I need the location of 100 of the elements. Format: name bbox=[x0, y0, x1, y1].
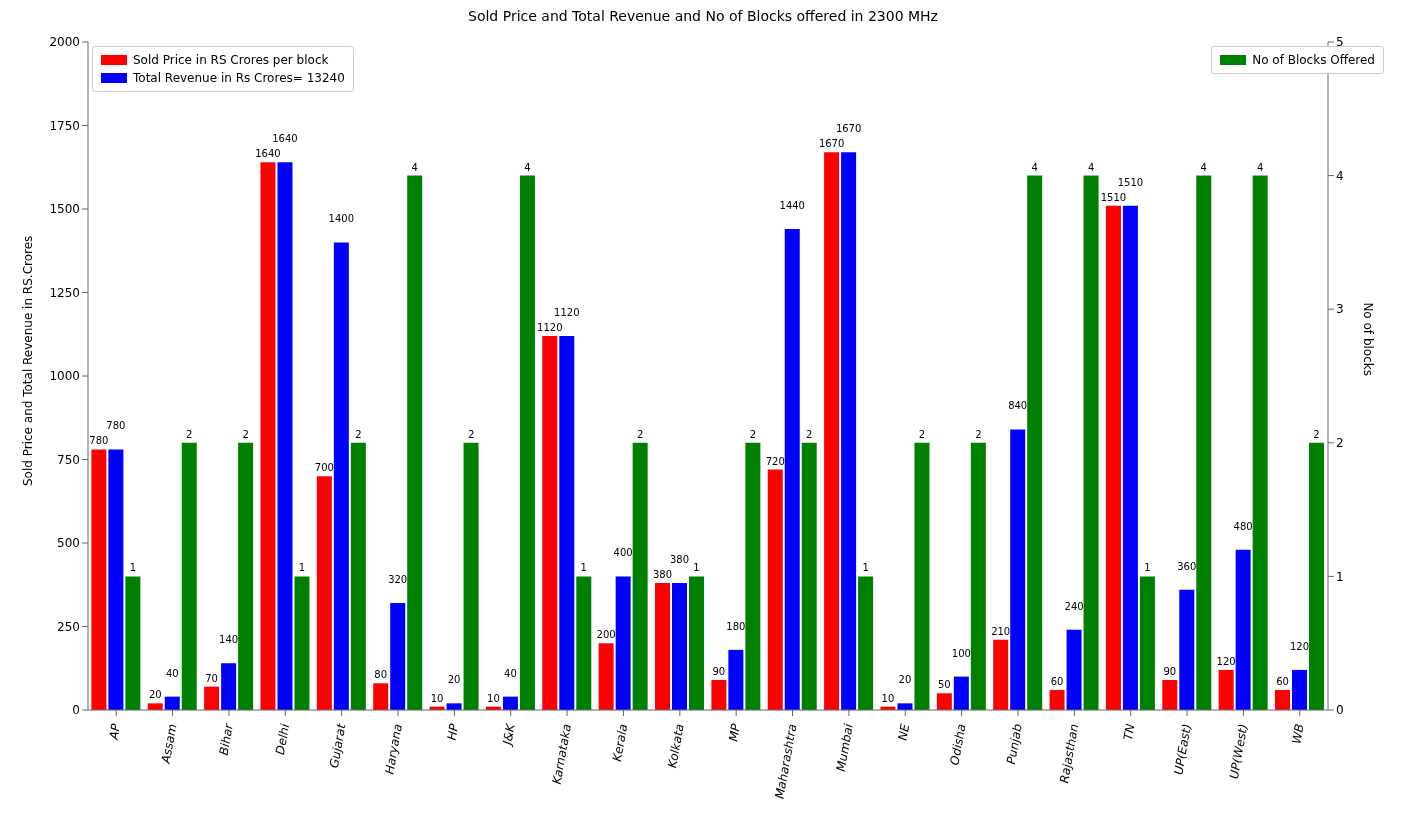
data-label: 20 bbox=[447, 674, 461, 686]
data-label: 1670 bbox=[835, 123, 862, 135]
y2-tick-label: 5 bbox=[1336, 35, 1344, 50]
data-label: 10 bbox=[487, 692, 500, 704]
data-label: 480 bbox=[1233, 520, 1253, 532]
y2-axis-title: No of blocks bbox=[1360, 302, 1375, 376]
data-label: 1640 bbox=[255, 148, 281, 160]
data-label: 60 bbox=[1276, 675, 1289, 687]
data-label: 780 bbox=[106, 420, 126, 432]
x-tick-label: Bihar bbox=[216, 721, 236, 757]
data-label: 80 bbox=[374, 669, 388, 681]
x-tick-label: Assam bbox=[158, 722, 180, 766]
data-label: 100 bbox=[951, 647, 971, 659]
data-label: 4 bbox=[1200, 161, 1207, 173]
bar bbox=[260, 162, 276, 710]
x-tick-label: Karnataka bbox=[549, 722, 574, 786]
bar bbox=[181, 442, 197, 710]
bar bbox=[970, 442, 986, 710]
bar bbox=[598, 643, 614, 710]
bar bbox=[1083, 175, 1099, 710]
data-label: 1120 bbox=[554, 306, 580, 318]
data-label: 120 bbox=[1289, 640, 1310, 652]
x-tick-label: UP(East) bbox=[1171, 722, 1194, 776]
bar bbox=[1218, 669, 1234, 710]
x-tick-label: Gujarat bbox=[327, 721, 349, 770]
bar bbox=[147, 703, 163, 710]
bar bbox=[1196, 175, 1212, 710]
legend-label: Sold Price in RS Crores per block bbox=[133, 52, 329, 69]
bar bbox=[316, 476, 332, 710]
bar bbox=[390, 603, 406, 710]
data-label: 380 bbox=[669, 554, 690, 566]
data-label: 1510 bbox=[1117, 176, 1144, 188]
bar bbox=[841, 152, 857, 710]
bar bbox=[463, 442, 479, 710]
x-tick-label: UP(West) bbox=[1226, 722, 1251, 780]
x-tick-label: Punjab bbox=[1004, 722, 1025, 766]
data-label: 120 bbox=[1216, 655, 1236, 667]
bar bbox=[446, 703, 462, 710]
data-label: 1510 bbox=[1100, 191, 1127, 203]
bar bbox=[745, 442, 761, 710]
bar bbox=[914, 442, 930, 710]
x-tick-label: Delhi bbox=[273, 722, 293, 756]
y2-tick-label: 2 bbox=[1336, 436, 1344, 451]
bar bbox=[502, 696, 518, 710]
x-tick-label: Haryana bbox=[382, 722, 405, 776]
bar bbox=[238, 442, 254, 710]
data-label: 40 bbox=[504, 667, 517, 679]
data-label: 2 bbox=[975, 428, 982, 440]
data-label: 240 bbox=[1064, 600, 1084, 612]
data-label: 840 bbox=[1008, 400, 1028, 412]
data-label: 1 bbox=[693, 562, 700, 574]
data-label: 200 bbox=[596, 629, 616, 641]
x-tick-label: HP bbox=[444, 722, 462, 742]
bar bbox=[204, 686, 220, 710]
bar bbox=[897, 703, 913, 710]
data-label: 70 bbox=[205, 672, 218, 684]
y-tick-label: 500 bbox=[57, 536, 80, 551]
x-tick-label: Kolkata bbox=[665, 722, 687, 770]
data-label: 90 bbox=[1163, 665, 1177, 677]
bar bbox=[728, 649, 744, 710]
bar bbox=[373, 683, 389, 710]
data-label: 20 bbox=[148, 689, 162, 701]
data-label: 210 bbox=[991, 625, 1011, 637]
data-label: 1120 bbox=[537, 321, 563, 333]
data-label: 4 bbox=[1031, 161, 1038, 173]
bar bbox=[824, 152, 840, 710]
bar bbox=[294, 576, 310, 710]
x-tick-label: Mumbai bbox=[833, 722, 856, 773]
data-label: 10 bbox=[430, 692, 444, 704]
data-label: 2 bbox=[355, 428, 362, 440]
data-label: 720 bbox=[765, 455, 785, 467]
data-label: 10 bbox=[881, 692, 895, 704]
legend-label: No of Blocks Offered bbox=[1252, 52, 1375, 69]
bar bbox=[277, 162, 293, 710]
bar bbox=[936, 693, 952, 710]
bar bbox=[858, 576, 874, 710]
y2-tick-label: 3 bbox=[1336, 302, 1344, 317]
data-label: 1 bbox=[1144, 562, 1151, 574]
bar bbox=[1122, 205, 1138, 710]
data-label: 1670 bbox=[818, 138, 845, 150]
bar bbox=[407, 175, 423, 710]
data-label: 4 bbox=[1087, 161, 1095, 173]
bar bbox=[1066, 629, 1082, 710]
bar bbox=[711, 679, 727, 710]
data-label: 700 bbox=[314, 462, 334, 474]
data-label: 1400 bbox=[328, 213, 355, 225]
y-tick-label: 2000 bbox=[49, 35, 80, 50]
legend-label: Total Revenue in Rs Crores= 13240 bbox=[133, 70, 345, 87]
data-label: 4 bbox=[1256, 161, 1264, 173]
y-axis-title: Sold Price and Total Revenue in RS.Crores bbox=[21, 235, 36, 486]
y-tick-label: 750 bbox=[57, 452, 80, 467]
data-label: 2 bbox=[1313, 428, 1320, 440]
data-label: 2 bbox=[918, 428, 926, 440]
x-tick-label: Odisha bbox=[947, 722, 969, 767]
y2-tick-label: 0 bbox=[1336, 703, 1344, 718]
data-label: 1 bbox=[862, 562, 869, 574]
data-label: 1 bbox=[129, 562, 137, 574]
data-label: 180 bbox=[726, 620, 746, 632]
bar bbox=[1179, 589, 1195, 710]
bar bbox=[1162, 679, 1178, 710]
